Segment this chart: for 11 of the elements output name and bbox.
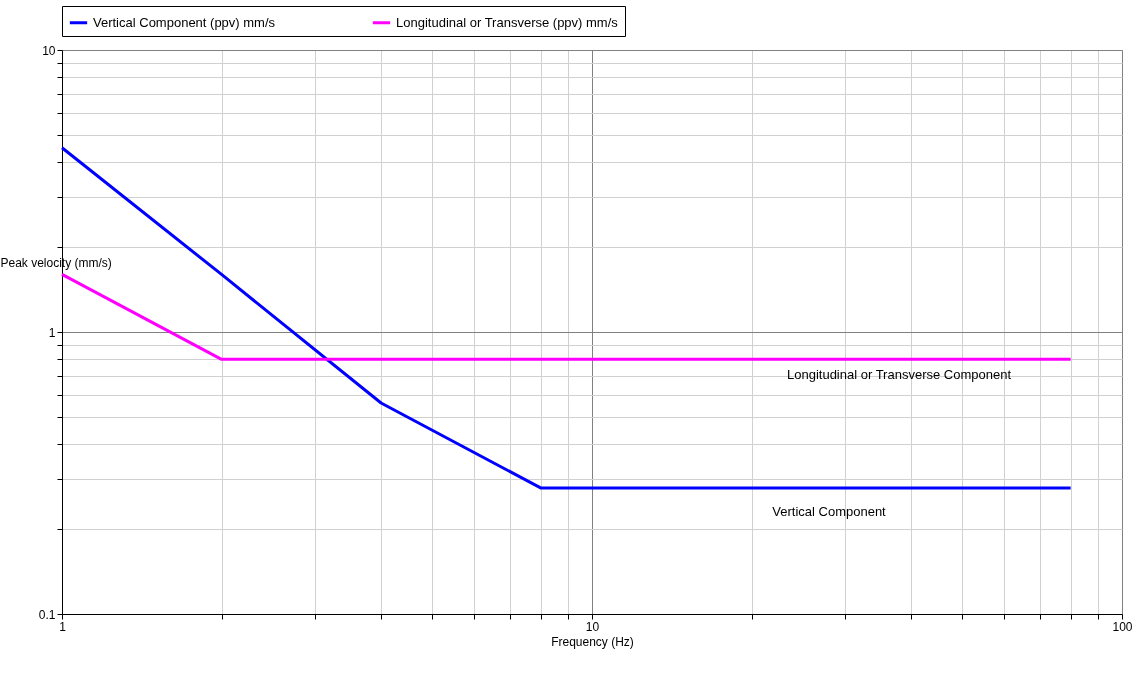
y-tick-label: 1: [48, 325, 56, 340]
y-tick-label: 10: [42, 43, 56, 58]
x-tick-label: 10: [585, 619, 600, 634]
annotation: Longitudinal or Transverse Component: [786, 367, 1012, 382]
y-tick-label: 0.1: [38, 607, 56, 622]
x-tick-label: 100: [1112, 619, 1133, 634]
legend-label: Longitudinal or Transverse (ppv) mm/s: [396, 14, 619, 30]
x-axis-title: Frequency (Hz): [551, 634, 634, 649]
x-tick-label: 1: [59, 619, 67, 634]
annotation: Vertical Component: [772, 504, 887, 519]
legend-label: Vertical Component (ppv) mm/s: [93, 14, 276, 30]
